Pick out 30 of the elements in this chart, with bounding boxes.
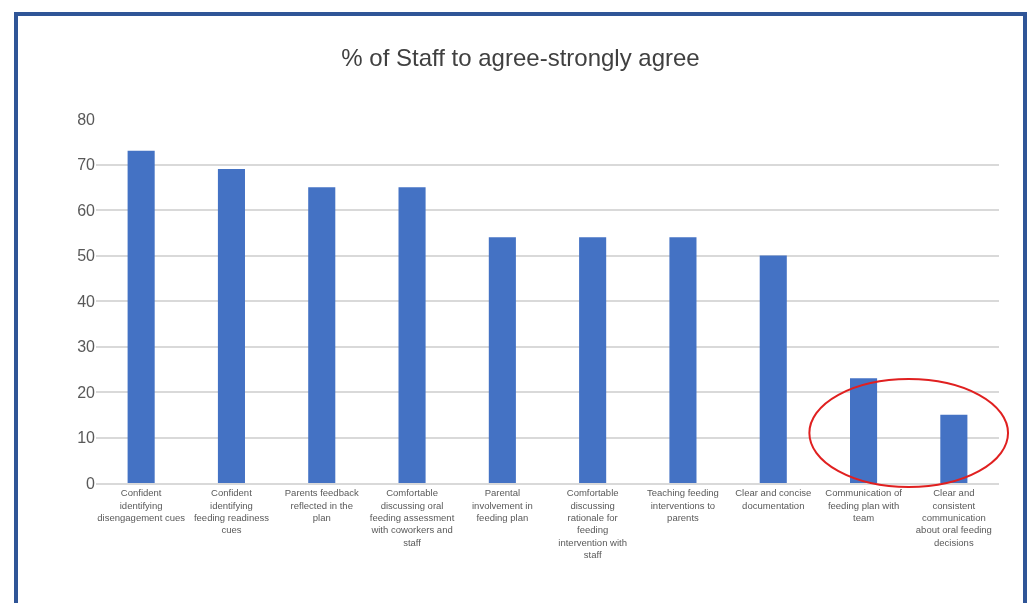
chart-title: % of Staff to agree-strongly agree — [341, 43, 700, 71]
x-tick-label: Confident identifying disengagement cues — [97, 487, 186, 523]
y-tick-label: 80 — [77, 110, 96, 128]
y-tick-label: 10 — [77, 429, 96, 447]
x-tick-label: Comfortable discussing oral feeding assessment with coworkers and staff — [369, 487, 455, 548]
bar — [579, 237, 607, 483]
y-tick-label: 20 — [77, 383, 96, 401]
x-tick-label: Teaching feeding interventions to parents — [647, 487, 719, 523]
bar — [217, 169, 245, 483]
y-tick-label: 0 — [86, 474, 96, 492]
bar — [127, 150, 155, 483]
bar — [669, 237, 697, 483]
y-tick-label: 30 — [77, 338, 96, 356]
y-tick-label: 70 — [77, 156, 96, 174]
bar — [398, 187, 426, 483]
y-tick-label: 50 — [77, 247, 96, 265]
y-tick-label: 60 — [77, 201, 96, 219]
x-tick-label: Comfortable discussing rationale for feeding intervention with staff — [558, 487, 627, 560]
x-tick-label: Communication of feeding plan with team — [825, 487, 903, 523]
x-tick-label: Confident identifying feeding readiness cues — [193, 487, 270, 536]
bar — [488, 237, 516, 483]
y-tick-label: 40 — [77, 292, 96, 310]
x-tick-label: Parental involvement in feeding plan — [471, 487, 533, 523]
x-tick-label: Clear and concise documentation — [735, 487, 812, 511]
bar — [759, 255, 787, 483]
x-tick-label: Parents feedback reflected in the plan — [284, 487, 359, 523]
bar — [940, 414, 968, 483]
bar — [308, 187, 336, 483]
bar — [850, 378, 878, 483]
x-tick-label: Clear and consistent communication about oral feeding decisions — [915, 487, 992, 548]
